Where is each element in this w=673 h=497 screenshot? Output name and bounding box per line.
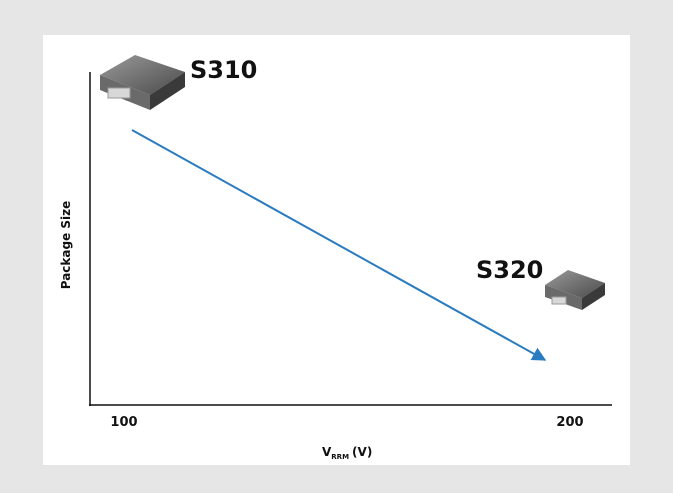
x-axis-label: VRRM (V) bbox=[322, 445, 372, 461]
y-axis-label: Package Size bbox=[59, 201, 73, 290]
x-axis-label-subscript: RRM bbox=[331, 453, 349, 461]
x-tick-label: 200 bbox=[556, 415, 583, 430]
package-s310 bbox=[100, 55, 185, 110]
part-label: S320 bbox=[476, 256, 543, 284]
panel bbox=[43, 35, 630, 465]
x-tick-label: 100 bbox=[110, 415, 137, 430]
x-axis-label-unit: (V) bbox=[352, 445, 372, 459]
part-label: S310 bbox=[190, 56, 257, 84]
trend-arrow bbox=[131, 129, 547, 361]
package-s320 bbox=[545, 270, 605, 310]
x-axis-label-base: V bbox=[322, 445, 332, 459]
